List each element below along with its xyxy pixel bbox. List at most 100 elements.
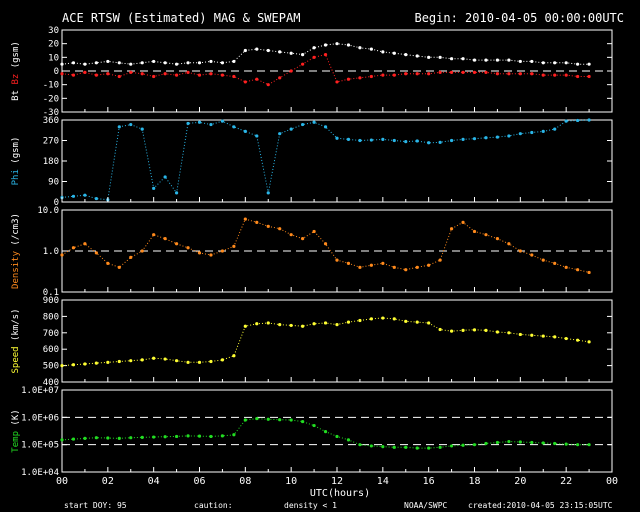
speed-point-speed [129, 359, 133, 363]
density-y-tick-label-1: 1.0 [43, 247, 59, 257]
temp-point-temp [163, 435, 167, 439]
density-panel: 10.0 1.0 0.1 Density (/cm3) [11, 206, 613, 298]
mag-point-bt [461, 57, 465, 61]
speed-point-speed [404, 319, 408, 323]
speed-point-speed [301, 324, 305, 328]
density-point-density [404, 268, 408, 272]
mag-point-bz [117, 74, 121, 79]
mag-point-bt [472, 58, 477, 62]
mag-point-bt [94, 61, 98, 65]
phi-y-tick-label-2: 180 [43, 157, 59, 167]
phi-point-phi [427, 141, 431, 145]
mag-y-label-part-0: Bt [11, 90, 21, 101]
mag-y-tick-label-0: 30 [48, 26, 59, 36]
x-tick-label-5: 10 [285, 476, 297, 487]
phi-point-phi [197, 120, 202, 124]
mag-series-bz [60, 53, 591, 87]
mag-point-bt [163, 61, 167, 65]
phi-point-phi [335, 136, 339, 140]
density-y-axis-label: Density (/cm3) [11, 213, 21, 289]
x-tick-label-1: 02 [102, 476, 114, 487]
speed-point-speed [438, 327, 442, 332]
mag-point-bz [461, 70, 465, 74]
phi-point-phi [209, 122, 213, 127]
speed-point-speed [507, 331, 511, 335]
phi-point-phi [576, 118, 580, 123]
speed-series-speed [60, 316, 591, 368]
speed-point-speed [484, 328, 488, 332]
mag-point-bz [587, 74, 591, 79]
temp-point-temp [587, 443, 591, 447]
phi-series-phi [60, 118, 591, 202]
speed-point-speed [312, 322, 316, 326]
temp-point-temp [404, 445, 408, 449]
speed-point-speed [83, 362, 87, 366]
mag-point-bz [266, 83, 270, 87]
speed-point-speed [243, 324, 247, 328]
x-tick-label-4: 08 [239, 476, 251, 487]
mag-point-bt [83, 62, 87, 66]
temp-point-temp [232, 433, 236, 437]
speed-point-speed [358, 318, 362, 323]
phi-point-phi [553, 127, 557, 131]
temp-point-temp [220, 434, 225, 438]
density-point-density [381, 261, 385, 265]
speed-point-speed [174, 359, 179, 363]
phi-point-phi [346, 137, 351, 141]
mag-panel: 30 20 10 0 -10 -20 -30 Bt Bz (gsm) [11, 26, 613, 118]
phi-y-axis-label: Phi (gsm) [11, 137, 21, 186]
speed-point-speed [392, 317, 396, 321]
speed-point-speed [209, 359, 213, 364]
x-tick-label-2: 04 [148, 476, 160, 487]
temp-y-axis-label: Temp (K) [11, 409, 21, 452]
start-doy: start DOY: 95 [64, 501, 127, 510]
x-tick-label-9: 18 [468, 476, 480, 487]
mag-point-bt [404, 53, 408, 57]
mag-point-bt [266, 48, 270, 53]
mag-point-bz [255, 77, 259, 81]
density-caution-note: density < 1 [284, 501, 337, 510]
temp-point-temp [495, 440, 500, 445]
density-point-density [449, 227, 454, 231]
mag-point-bt [278, 50, 282, 54]
mag-point-bt [255, 47, 259, 51]
phi-point-phi [415, 139, 419, 143]
mag-point-bt [484, 58, 488, 62]
x-tick-label-8: 16 [423, 476, 435, 487]
phi-point-phi [507, 134, 511, 138]
temp-point-temp [83, 436, 87, 440]
mag-y-label-part-1: Bz [11, 74, 21, 90]
mag-point-bz [392, 73, 396, 77]
speed-y-tick-label-0: 900 [43, 296, 59, 306]
mag-y-label-part-2: (gsm) [11, 41, 21, 74]
density-y-tick-label-2: 0.1 [43, 288, 59, 298]
temp-point-temp [94, 436, 98, 440]
mag-point-bt [587, 62, 591, 66]
speed-trace-speed [61, 317, 590, 367]
mag-point-bz [232, 74, 236, 79]
phi-point-phi [438, 140, 442, 144]
mag-y-tick-label-5: -20 [43, 94, 59, 104]
temp-point-temp [392, 445, 396, 449]
phi-y-tick-label-4: 0 [54, 198, 59, 208]
mag-y-axis-label: Bt Bz (gsm) [11, 41, 21, 101]
phi-y-label-part-1: (gsm) [11, 137, 21, 170]
temp-series-temp [60, 416, 591, 450]
temp-point-temp [71, 437, 76, 441]
mag-point-bz [472, 70, 477, 74]
temp-point-temp [484, 441, 488, 446]
x-tick-label-3: 06 [193, 476, 205, 487]
speed-point-speed [576, 338, 580, 342]
phi-trace-phi [61, 119, 590, 201]
speed-point-speed [278, 323, 282, 327]
speed-point-speed [553, 335, 557, 339]
mag-point-bt [140, 61, 144, 65]
mag-point-bz [209, 72, 213, 76]
speed-point-speed [152, 356, 156, 360]
mag-point-bt [335, 42, 339, 46]
mag-point-bz [404, 72, 408, 76]
temp-point-temp [197, 434, 202, 438]
speed-point-speed [71, 363, 76, 367]
density-point-density [415, 265, 419, 269]
mag-point-bz [346, 77, 351, 81]
